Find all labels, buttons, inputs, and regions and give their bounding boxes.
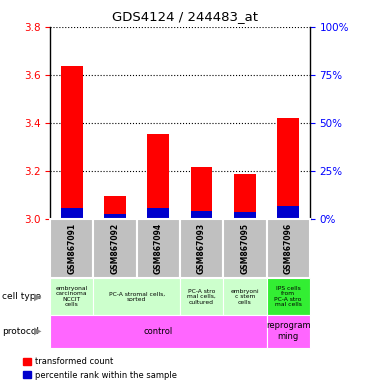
Text: GDS4124 / 244483_at: GDS4124 / 244483_at — [112, 10, 259, 23]
Text: GSM867096: GSM867096 — [284, 223, 293, 274]
Bar — [191, 211, 212, 219]
Bar — [278, 118, 299, 219]
Bar — [234, 212, 256, 219]
Text: ▶: ▶ — [34, 326, 42, 336]
Text: GSM867092: GSM867092 — [111, 223, 119, 274]
FancyBboxPatch shape — [50, 278, 93, 315]
Text: GSM867093: GSM867093 — [197, 223, 206, 274]
Bar — [278, 207, 299, 219]
Text: embryonal
carcinoma
NCCIT
cells: embryonal carcinoma NCCIT cells — [56, 286, 88, 307]
FancyBboxPatch shape — [223, 278, 266, 315]
Text: GSM867091: GSM867091 — [67, 223, 76, 274]
Bar — [61, 208, 82, 219]
Text: ▶: ▶ — [34, 291, 42, 302]
FancyBboxPatch shape — [50, 219, 93, 278]
Text: control: control — [144, 327, 173, 336]
Text: PC-A stro
mal cells,
cultured: PC-A stro mal cells, cultured — [187, 289, 216, 305]
FancyBboxPatch shape — [223, 219, 266, 278]
FancyBboxPatch shape — [266, 278, 310, 315]
Bar — [104, 196, 126, 219]
Text: PC-A stromal cells,
sorted: PC-A stromal cells, sorted — [109, 291, 165, 302]
Legend: transformed count, percentile rank within the sample: transformed count, percentile rank withi… — [23, 358, 177, 380]
Bar — [191, 167, 212, 219]
FancyBboxPatch shape — [50, 315, 266, 348]
Text: reprogram
ming: reprogram ming — [266, 321, 311, 341]
FancyBboxPatch shape — [266, 219, 310, 278]
Text: IPS cells
from
PC-A stro
mal cells: IPS cells from PC-A stro mal cells — [275, 286, 302, 307]
Bar — [61, 66, 82, 219]
Text: GSM867094: GSM867094 — [154, 223, 163, 274]
Bar — [148, 134, 169, 219]
Text: GSM867095: GSM867095 — [240, 223, 249, 274]
FancyBboxPatch shape — [180, 219, 223, 278]
Text: embryoni
c stem
cells: embryoni c stem cells — [230, 289, 259, 305]
Bar — [104, 214, 126, 219]
Text: protocol: protocol — [2, 327, 39, 336]
FancyBboxPatch shape — [93, 278, 180, 315]
Bar — [234, 174, 256, 219]
FancyBboxPatch shape — [93, 219, 137, 278]
Bar — [148, 208, 169, 219]
FancyBboxPatch shape — [180, 278, 223, 315]
Text: cell type: cell type — [2, 292, 41, 301]
FancyBboxPatch shape — [266, 315, 310, 348]
FancyBboxPatch shape — [137, 219, 180, 278]
